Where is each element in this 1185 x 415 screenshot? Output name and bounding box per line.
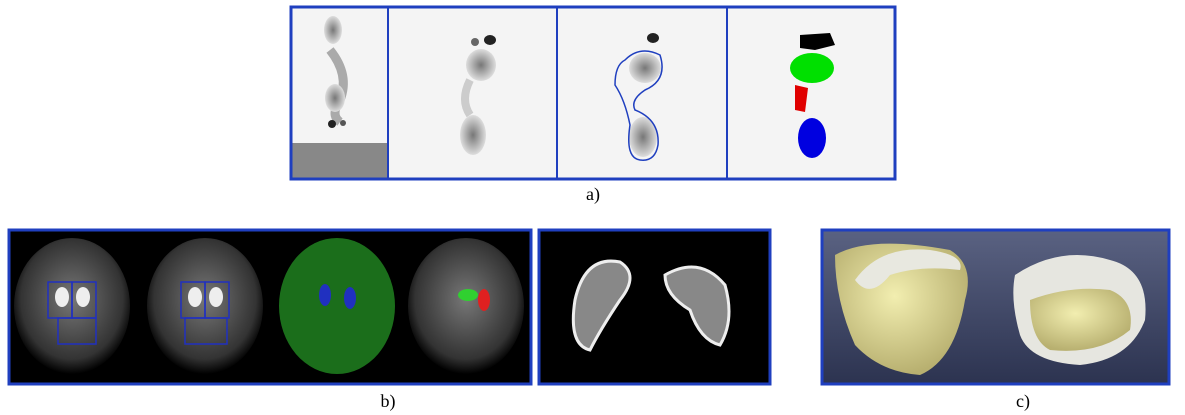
figure: a) b) c): [0, 0, 1185, 415]
panel-a: a): [291, 7, 895, 205]
panel-a-caption: a): [586, 184, 600, 205]
panel-c: c): [822, 230, 1169, 412]
panel-b: b): [9, 230, 770, 412]
gray-block: [291, 143, 388, 179]
panel-c-caption: c): [1016, 391, 1030, 412]
page: {"panels": [{"label": "a)"}, {"label": "…: [0, 0, 1185, 415]
panel-b-caption: b): [381, 391, 396, 412]
